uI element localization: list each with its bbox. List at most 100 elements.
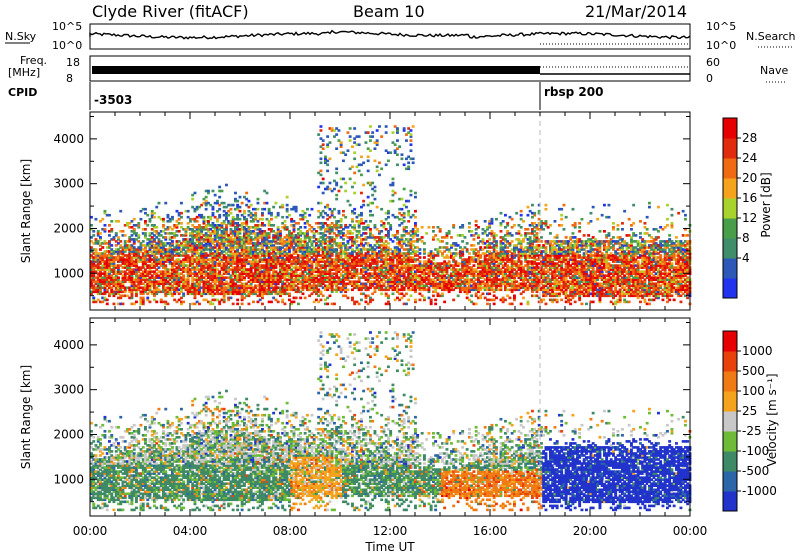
power-cell (128, 296, 132, 300)
power-cell (294, 270, 298, 273)
power-cell (229, 246, 233, 249)
power-cell (164, 260, 168, 263)
power-cell (204, 236, 208, 239)
power-cell (209, 246, 213, 249)
power-cell (290, 254, 294, 257)
power-cell (290, 234, 294, 237)
power-cell (288, 242, 291, 245)
power-cell (317, 254, 321, 257)
power-cell (337, 242, 341, 245)
power-cell (225, 264, 228, 267)
power-cell (164, 282, 168, 286)
power-cell (128, 238, 132, 241)
power-cell (218, 276, 222, 279)
power-cell (137, 226, 141, 229)
power-cell (285, 278, 289, 281)
power-cell (234, 268, 237, 271)
power-cell (195, 264, 199, 267)
power-cell (387, 209, 390, 213)
power-cell (324, 242, 327, 245)
power-cell (211, 256, 215, 259)
power-cell (243, 276, 246, 279)
power-cell (202, 298, 206, 302)
power-cell (204, 254, 208, 257)
power-cell (150, 258, 154, 261)
power-cell (342, 260, 345, 263)
power-cell (90, 290, 93, 294)
power-cell (324, 155, 327, 159)
power-cell (234, 232, 237, 235)
power-cell (216, 226, 219, 229)
power-cell (299, 256, 303, 259)
power-cell (148, 276, 152, 279)
power-cell (315, 222, 318, 225)
power-cell (258, 228, 262, 231)
power-cell (247, 240, 251, 243)
power-cell (335, 268, 339, 271)
power-cell (281, 222, 285, 225)
power-cell (94, 250, 98, 253)
power-cell (256, 252, 260, 255)
power-cell (189, 258, 192, 261)
power-cell (139, 248, 143, 251)
power-cell (326, 236, 330, 239)
power-cell (328, 274, 332, 277)
power-cell (342, 177, 345, 181)
power-cell (283, 258, 287, 261)
power-cell (324, 264, 327, 267)
power-cell (103, 224, 107, 227)
power-cell (263, 252, 267, 255)
power-cell (166, 248, 170, 251)
power-cell (164, 272, 168, 275)
power-cell (261, 260, 264, 263)
power-cell (189, 228, 192, 231)
power-cell (121, 250, 125, 253)
power-cell (317, 222, 321, 225)
power-cell (204, 266, 208, 269)
power-cell (200, 276, 204, 279)
power-cell (121, 252, 125, 255)
power-cell (198, 290, 201, 294)
power-cell (110, 292, 114, 296)
power-cell (236, 288, 240, 292)
power-cell (319, 157, 323, 161)
power-cell (265, 284, 269, 288)
power-cell (261, 222, 264, 225)
power-cell (96, 256, 100, 259)
power-cell (216, 252, 219, 255)
power-cell (263, 280, 267, 283)
power-cell (265, 268, 269, 271)
power-cell (186, 270, 190, 273)
power-cell (139, 244, 143, 247)
power-cell (297, 282, 300, 286)
power-cell (256, 270, 260, 273)
power-cell (150, 232, 154, 235)
power-cell (117, 288, 120, 292)
power-cell (270, 282, 273, 286)
power-cell (218, 224, 222, 227)
power-cell (162, 230, 165, 233)
power-cell (243, 209, 246, 213)
power-cell (477, 226, 480, 229)
power-cell (288, 278, 291, 281)
power-cell (171, 228, 174, 231)
power-cell (373, 224, 377, 227)
power-cell (177, 266, 181, 269)
power-cell (303, 262, 307, 265)
power-cell (276, 246, 280, 249)
power-cell (339, 272, 343, 275)
power-cell (234, 282, 237, 286)
power-cell (324, 302, 327, 306)
power-cell (195, 292, 199, 296)
power-cell (279, 236, 282, 239)
power-cell (335, 284, 339, 288)
power-cell (355, 240, 359, 243)
power-cell (272, 286, 276, 290)
power-cell (90, 224, 93, 227)
power-cell (279, 254, 282, 257)
power-cell (99, 278, 102, 281)
power-cell (236, 280, 240, 283)
power-cell (234, 226, 237, 229)
power-cell (414, 209, 417, 213)
power-cell (114, 274, 118, 277)
